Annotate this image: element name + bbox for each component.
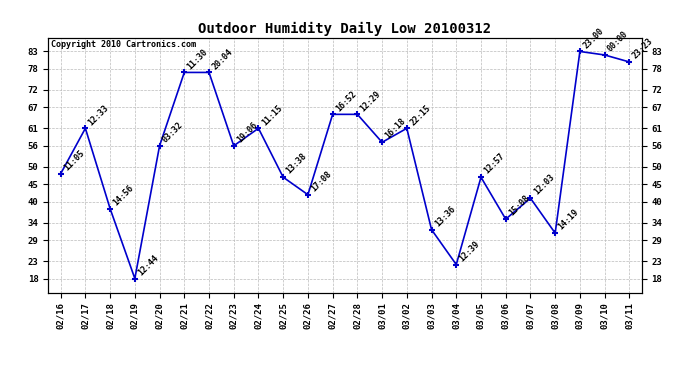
Text: 12:57: 12:57 — [482, 152, 506, 176]
Text: 12:44: 12:44 — [136, 253, 160, 277]
Text: 12:33: 12:33 — [87, 103, 111, 127]
Text: 22:15: 22:15 — [408, 103, 432, 127]
Text: 12:39: 12:39 — [457, 239, 482, 263]
Text: 00:00: 00:00 — [606, 30, 630, 54]
Text: 15:08: 15:08 — [507, 194, 531, 218]
Text: 11:30: 11:30 — [186, 47, 210, 71]
Text: 16:52: 16:52 — [334, 89, 358, 113]
Text: 12:03: 12:03 — [532, 173, 556, 197]
Title: Outdoor Humidity Daily Low 20100312: Outdoor Humidity Daily Low 20100312 — [199, 22, 491, 36]
Text: 17:08: 17:08 — [309, 169, 333, 193]
Text: 03:32: 03:32 — [161, 120, 185, 144]
Text: 11:05: 11:05 — [62, 148, 86, 172]
Text: 19:06: 19:06 — [235, 120, 259, 144]
Text: 20:04: 20:04 — [210, 47, 235, 71]
Text: 16:18: 16:18 — [384, 117, 408, 141]
Text: 12:29: 12:29 — [359, 89, 383, 113]
Text: 14:56: 14:56 — [112, 183, 135, 207]
Text: 23:23: 23:23 — [631, 36, 655, 61]
Text: 13:38: 13:38 — [284, 152, 308, 176]
Text: 13:36: 13:36 — [433, 204, 457, 228]
Text: 11:15: 11:15 — [260, 103, 284, 127]
Text: Copyright 2010 Cartronics.com: Copyright 2010 Cartronics.com — [51, 40, 196, 49]
Text: 23:00: 23:00 — [581, 26, 605, 50]
Text: 14:19: 14:19 — [557, 208, 580, 232]
